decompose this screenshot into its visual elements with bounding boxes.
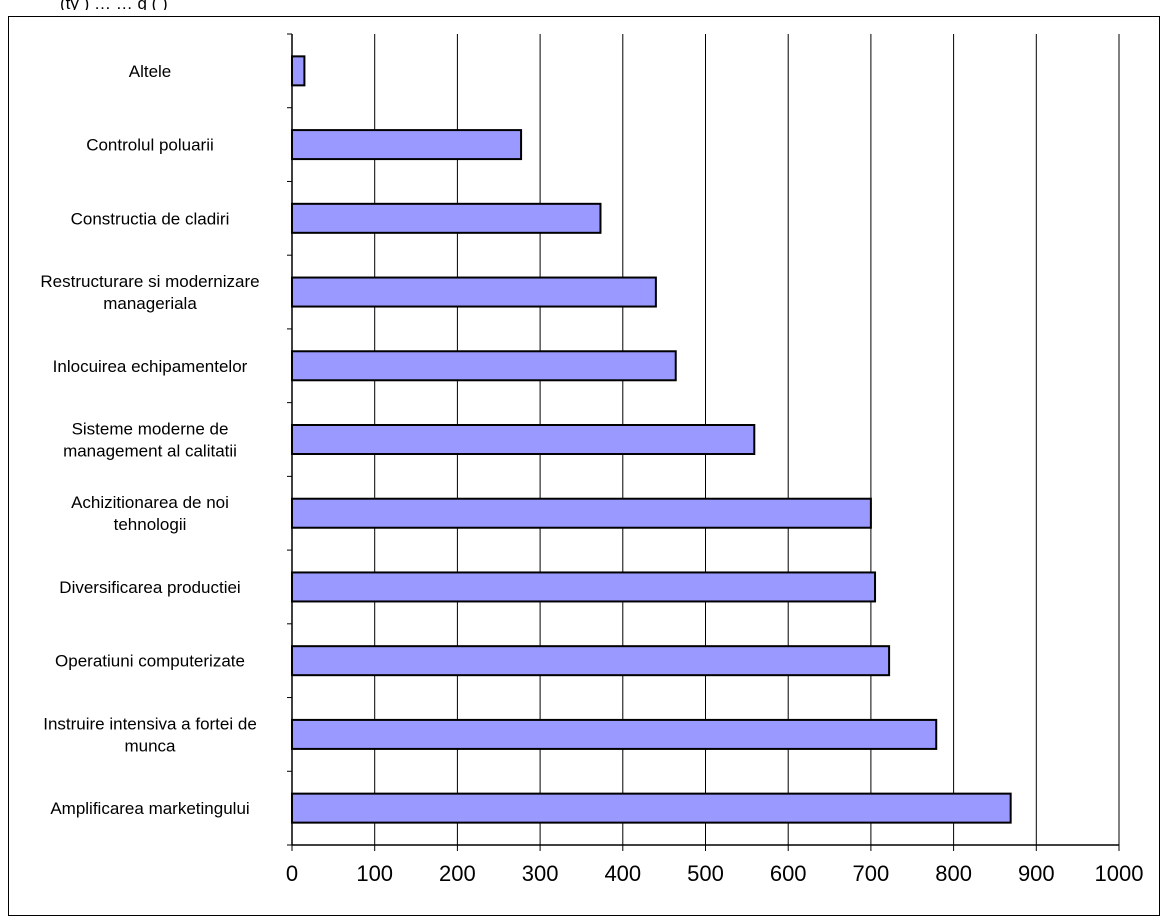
bars <box>291 55 1012 824</box>
category-label-line: Restructurare si modernizare <box>40 272 259 291</box>
clipped-header-text: (ty ) … … g ( ) <box>60 0 168 10</box>
bar-6 <box>291 497 872 529</box>
x-tick-label-100: 100 <box>356 861 393 886</box>
x-tick-label-800: 800 <box>935 861 972 886</box>
category-label-2: Constructia de cladiri <box>71 209 230 228</box>
bar-2 <box>291 202 602 234</box>
axes <box>287 33 1120 851</box>
bar-3 <box>291 276 657 308</box>
category-label-line: Instruire intensiva a fortei de <box>43 714 257 733</box>
category-label-line: Controlul poluarii <box>86 136 214 155</box>
bar-5 <box>291 424 756 455</box>
bar-0 <box>291 55 306 87</box>
clipped-header-svg: (ty ) … … g ( ) <box>60 0 168 10</box>
x-tick-label-700: 700 <box>853 861 890 886</box>
category-label-1: Controlul poluarii <box>86 136 214 155</box>
category-label-8: Operatiuni computerizate <box>55 652 245 671</box>
category-label-3: Restructurare si modernizare manageriala <box>40 272 259 313</box>
bar-1 <box>291 129 523 161</box>
category-label-line: tehnologii <box>114 515 187 534</box>
x-tick-label-900: 900 <box>1018 861 1055 886</box>
x-tick-label-1000: 1000 <box>1095 861 1144 886</box>
category-label-line: Altele <box>129 62 172 81</box>
category-label-9: Instruire intensiva a fortei de munca <box>43 714 257 755</box>
category-label-line: munca <box>124 736 176 755</box>
category-label-line: Sisteme moderne de <box>72 420 229 439</box>
bar-10 <box>291 792 1012 824</box>
category-labels: Altele Controlul poluarii Constructia de c… <box>40 62 259 818</box>
bar-9 <box>291 718 938 750</box>
bar-4 <box>291 350 677 382</box>
category-label-4: Inlocuirea echipamentelor <box>53 357 248 376</box>
bar-8 <box>291 645 891 677</box>
category-label-line: Operatiuni computerizate <box>55 652 245 671</box>
category-label-line: management al calitatii <box>63 442 237 461</box>
category-label-5: Sisteme moderne de management al calitati… <box>63 420 237 461</box>
category-label-line: manageriala <box>103 294 197 313</box>
clipped-header: (ty ) … … g ( ) <box>0 0 1169 10</box>
category-label-line: Amplificarea marketingului <box>50 799 249 818</box>
x-tick-label-200: 200 <box>439 861 476 886</box>
x-tick-label-400: 400 <box>604 861 641 886</box>
category-label-line: Achizitionarea de noi <box>71 493 229 512</box>
category-label-10: Amplificarea marketingului <box>50 799 249 818</box>
x-tick-label-500: 500 <box>687 861 724 886</box>
x-tick-label-600: 600 <box>770 861 807 886</box>
category-label-7: Diversificarea productiei <box>59 578 240 597</box>
category-label-line: Constructia de cladiri <box>71 209 230 228</box>
chart-frame <box>8 16 1160 916</box>
category-label-6: Achizitionarea de noi tehnologii <box>71 493 229 534</box>
tick-labels: 0 100 200 300 400 500 600 700 800 900 1000 <box>286 861 1144 886</box>
category-label-line: Inlocuirea echipamentelor <box>53 357 248 376</box>
x-tick-label-300: 300 <box>522 861 559 886</box>
x-tick-label-0: 0 <box>286 861 298 886</box>
bar-7 <box>291 571 877 603</box>
category-label-line: Diversificarea productiei <box>59 578 240 597</box>
category-label-0: Altele <box>129 62 172 81</box>
